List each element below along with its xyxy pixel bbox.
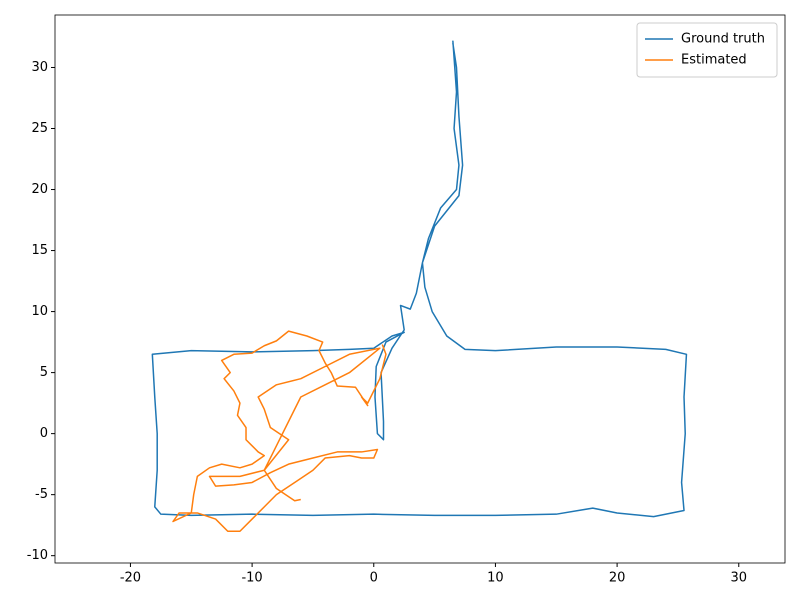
y-tick-label: 15 xyxy=(31,243,48,258)
x-tick-label: 20 xyxy=(609,571,626,586)
x-tick-label: 0 xyxy=(370,571,378,586)
series-line xyxy=(172,330,387,533)
x-tick-label: 30 xyxy=(730,571,747,586)
legend-label: Estimated xyxy=(681,53,747,68)
x-tick-label: -10 xyxy=(241,571,262,586)
legend-box xyxy=(636,22,778,78)
y-tick-label: 25 xyxy=(31,121,48,136)
y-tick-label: 20 xyxy=(31,182,48,197)
y-tick-label: 30 xyxy=(31,60,48,75)
series-line xyxy=(151,40,688,518)
x-tick-label: -20 xyxy=(120,571,141,586)
plot-frame xyxy=(54,14,786,564)
x-tick-label: 10 xyxy=(487,571,504,586)
legend-label: Ground truth xyxy=(681,32,765,47)
y-tick-label: 10 xyxy=(31,304,48,319)
y-tick-label: 0 xyxy=(40,426,48,441)
y-tick-label: -5 xyxy=(35,487,48,502)
y-tick-label: 5 xyxy=(40,365,48,380)
y-tick-label: -10 xyxy=(27,548,48,563)
